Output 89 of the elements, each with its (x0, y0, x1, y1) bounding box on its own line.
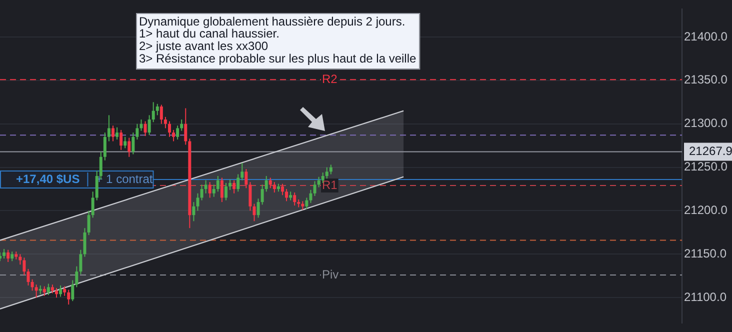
ref-line-label: 21267.9 (689, 144, 732, 158)
candlestick (144, 120, 147, 137)
candlestick (148, 114, 151, 136)
candlestick (34, 284, 38, 298)
candlestick (317, 176, 320, 188)
y-tick-label: 21400.0 (684, 29, 728, 44)
y-tick-label: 21200.0 (684, 203, 728, 218)
candlestick (128, 137, 131, 158)
candlestick (232, 180, 236, 194)
candlestick (75, 266, 78, 288)
candlestick (87, 210, 90, 236)
annotation: 3> Résistance probable sur les plus haut de la veille (139, 52, 416, 66)
candlestick (180, 119, 184, 132)
candlestick (321, 172, 324, 184)
candlestick (244, 168, 248, 189)
candlestick (156, 103, 159, 116)
annotation: 2> juste avant les xx300 (139, 39, 268, 54)
candlestick (216, 175, 220, 192)
candlestick (329, 164, 332, 175)
candlestick (192, 202, 196, 222)
candlestick (26, 268, 30, 286)
candlestick (103, 132, 106, 161)
candlestick (79, 249, 82, 275)
candlestick (22, 257, 26, 276)
candlestick (224, 182, 228, 201)
candlestick (136, 123, 139, 140)
candlestick (152, 102, 155, 123)
candlestick (293, 192, 296, 206)
candlestick (196, 192, 200, 212)
y-tick-label: 21350.0 (684, 72, 728, 87)
ref-line-label: Piv (322, 267, 339, 282)
candlestick (132, 132, 135, 155)
candlestick (83, 228, 86, 258)
candlestick (285, 188, 288, 202)
candlestick (220, 177, 224, 203)
candlestick (184, 108, 188, 146)
candlestick (99, 151, 102, 180)
candlestick (208, 182, 212, 198)
candlestick (59, 284, 62, 298)
candlestick (305, 197, 308, 210)
candlestick (228, 178, 232, 190)
candlestick (280, 183, 284, 196)
candlestick (325, 166, 328, 180)
candlestick (116, 126, 119, 140)
candlestick (256, 198, 260, 218)
y-tick-label: 21150.0 (684, 246, 727, 260)
candlestick (172, 129, 176, 142)
candlestick (248, 182, 252, 212)
candlestick (124, 136, 127, 149)
candlestick (264, 175, 268, 192)
candlestick (168, 120, 171, 138)
y-tick-label: 21250.0 (684, 160, 728, 174)
candlestick (30, 278, 34, 292)
annotation: +17,40 $US (16, 172, 80, 186)
candlestick (240, 162, 244, 181)
candlestick (120, 129, 123, 150)
candlestick (42, 286, 46, 296)
candlestick (236, 174, 240, 192)
candlestick (111, 125, 114, 142)
candlestick (260, 184, 264, 206)
candlestick (252, 203, 256, 222)
ref-line-label: R2 (322, 72, 338, 86)
candlestick (176, 125, 180, 140)
candlestick (309, 189, 312, 204)
y-tick-label: 21100.0 (684, 290, 727, 304)
candlestick (46, 283, 50, 296)
candlestick (272, 182, 276, 193)
candlestick (164, 116, 167, 129)
candlestick (313, 180, 316, 196)
candlestick (107, 114, 110, 142)
candlestick (91, 191, 94, 218)
ref-line-label: R1 (322, 178, 338, 192)
candlestick (6, 249, 10, 262)
annotation: 1> haut du canal haussier. (139, 26, 280, 41)
candlestick (18, 254, 22, 266)
candlestick (200, 184, 204, 201)
y-tick-label: 21300.0 (684, 116, 728, 130)
candlestick (2, 248, 6, 260)
candlestick (160, 104, 163, 124)
candlestick (63, 286, 66, 296)
candlestick (204, 180, 208, 194)
candlestick (268, 177, 272, 189)
annotation: Dynamique globalement haussière depuis 2 jours. (139, 14, 406, 28)
candlestick (71, 280, 74, 302)
candlestick (140, 119, 143, 132)
candlestick (212, 184, 216, 198)
candlestick (67, 289, 70, 306)
candlestick (54, 288, 58, 298)
candlestick (10, 251, 14, 262)
